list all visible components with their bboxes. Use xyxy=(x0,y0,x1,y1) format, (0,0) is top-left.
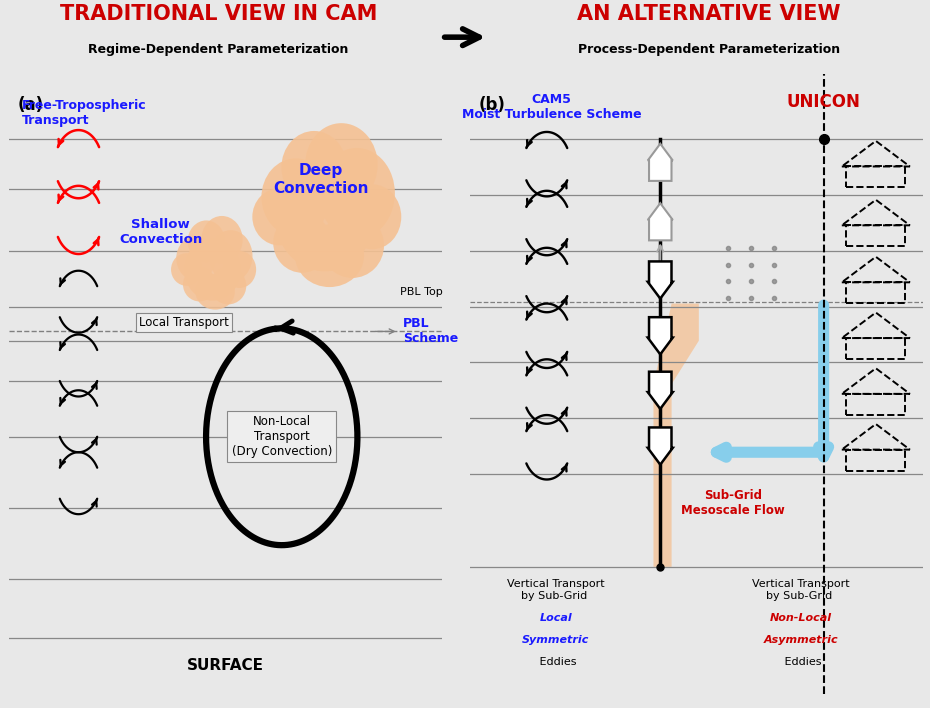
Text: Eddies: Eddies xyxy=(536,657,576,667)
Text: Vertical Transport
by Sub-Grid: Vertical Transport by Sub-Grid xyxy=(507,579,604,601)
Text: Shallow
Convection: Shallow Convection xyxy=(119,218,203,246)
Text: (b): (b) xyxy=(479,96,506,114)
Polygon shape xyxy=(649,304,698,567)
Polygon shape xyxy=(648,144,672,181)
FancyBboxPatch shape xyxy=(9,4,437,71)
Ellipse shape xyxy=(343,184,401,249)
Text: Symmetric: Symmetric xyxy=(522,635,590,645)
Ellipse shape xyxy=(188,220,225,262)
Text: Asymmetric: Asymmetric xyxy=(764,635,838,645)
Text: Sub-Grid
Mesoscale Flow: Sub-Grid Mesoscale Flow xyxy=(681,489,785,518)
Text: PBL Top: PBL Top xyxy=(400,287,443,297)
Text: Local Transport: Local Transport xyxy=(140,316,229,329)
Polygon shape xyxy=(648,317,672,355)
Text: Deep
Convection: Deep Convection xyxy=(272,164,368,196)
Text: CAM5
Moist Turbulence Scheme: CAM5 Moist Turbulence Scheme xyxy=(461,93,641,121)
Polygon shape xyxy=(648,372,672,409)
Ellipse shape xyxy=(273,213,331,273)
Text: Local: Local xyxy=(539,613,572,623)
Ellipse shape xyxy=(319,148,395,239)
Text: (a): (a) xyxy=(18,96,44,114)
Text: TRADITIONAL VIEW IN CAM: TRADITIONAL VIEW IN CAM xyxy=(60,4,378,23)
Ellipse shape xyxy=(223,251,256,288)
Ellipse shape xyxy=(295,224,364,287)
Ellipse shape xyxy=(210,267,246,304)
Ellipse shape xyxy=(261,159,330,236)
Ellipse shape xyxy=(252,188,307,246)
Ellipse shape xyxy=(282,131,347,204)
Ellipse shape xyxy=(195,274,235,309)
Ellipse shape xyxy=(305,123,378,207)
Text: Non-Local
Transport
(Dry Convection): Non-Local Transport (Dry Convection) xyxy=(232,416,332,458)
FancyBboxPatch shape xyxy=(484,4,921,71)
Text: Regime-Dependent Parameterization: Regime-Dependent Parameterization xyxy=(88,43,349,56)
Polygon shape xyxy=(648,203,672,241)
Text: Free-Tropospheric
Transport: Free-Tropospheric Transport xyxy=(22,99,147,127)
Text: Process-Dependent Parameterization: Process-Dependent Parameterization xyxy=(578,43,840,56)
Ellipse shape xyxy=(321,213,384,278)
Polygon shape xyxy=(648,261,672,299)
Text: Eddies: Eddies xyxy=(780,657,821,667)
Text: Vertical Transport
by Sub-Grid: Vertical Transport by Sub-Grid xyxy=(752,579,850,601)
Ellipse shape xyxy=(176,236,216,280)
Ellipse shape xyxy=(201,216,243,263)
Text: UNICON: UNICON xyxy=(787,93,860,111)
Ellipse shape xyxy=(184,239,241,301)
Ellipse shape xyxy=(275,162,375,271)
Polygon shape xyxy=(648,428,672,464)
Ellipse shape xyxy=(209,230,253,282)
Ellipse shape xyxy=(183,267,216,302)
Text: AN ALTERNATIVE VIEW: AN ALTERNATIVE VIEW xyxy=(577,4,841,23)
Text: Non-Local: Non-Local xyxy=(770,613,832,623)
Text: PBL
Scheme: PBL Scheme xyxy=(403,317,458,346)
Ellipse shape xyxy=(171,253,202,286)
Text: SURFACE: SURFACE xyxy=(187,658,264,673)
